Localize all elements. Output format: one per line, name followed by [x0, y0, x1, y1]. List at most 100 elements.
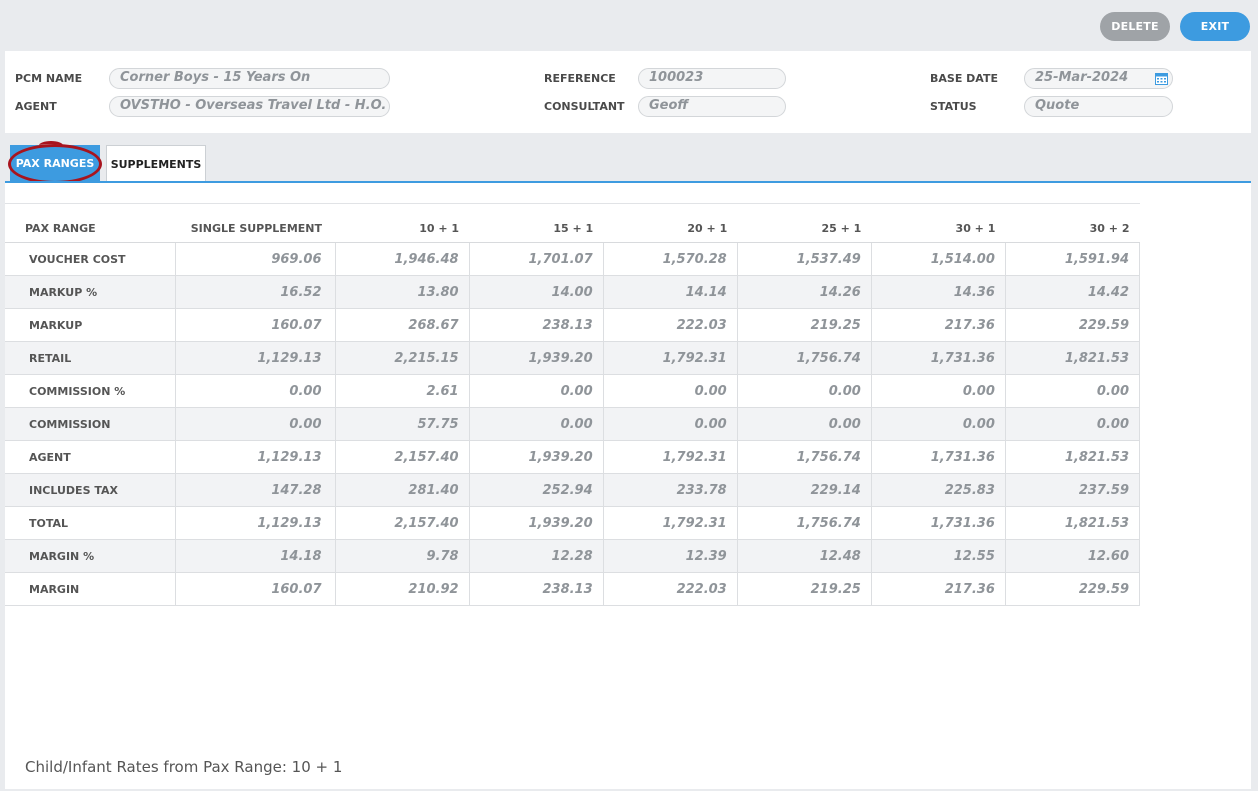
agent-field[interactable]: OVSTHO - Overseas Travel Ltd - H.O. [109, 96, 390, 117]
table-cell[interactable]: 217.36 [871, 572, 1006, 606]
table-cell[interactable]: 1,129.13 [175, 341, 336, 375]
table-cell[interactable]: 1,129.13 [175, 506, 336, 540]
tab-pax-ranges[interactable]: PAX RANGES [10, 145, 100, 182]
table-cell[interactable]: 1,792.31 [603, 440, 738, 474]
table-cell[interactable]: 1,946.48 [335, 242, 470, 276]
table-cell[interactable]: 147.28 [175, 473, 336, 507]
column-header: 25 + 1 [737, 203, 872, 243]
table-cell[interactable]: 57.75 [335, 407, 470, 441]
table-cell[interactable]: 222.03 [603, 308, 738, 342]
table-cell[interactable]: 0.00 [1005, 374, 1141, 408]
table-cell[interactable]: 1,731.36 [871, 506, 1006, 540]
table-cell[interactable]: 229.59 [1005, 308, 1141, 342]
table-cell[interactable]: 1,537.49 [737, 242, 872, 276]
table-row: VOUCHER COST 969.06 1,946.48 1,701.07 1,570.… [5, 242, 1141, 276]
table-row: AGENT 1,129.13 2,157.40 1,939.20 1,792.31 1,7… [5, 440, 1141, 474]
table-cell[interactable]: 16.52 [175, 275, 336, 309]
table-cell[interactable]: 9.78 [335, 539, 470, 573]
table-cell[interactable]: 1,939.20 [469, 440, 604, 474]
table-cell[interactable]: 0.00 [871, 407, 1006, 441]
table-cell[interactable]: 13.80 [335, 275, 470, 309]
table-cell[interactable]: 14.00 [469, 275, 604, 309]
table-cell[interactable]: 14.36 [871, 275, 1006, 309]
table-cell[interactable]: 229.59 [1005, 572, 1141, 606]
table-cell[interactable]: 14.14 [603, 275, 738, 309]
table-cell[interactable]: 0.00 [1005, 407, 1141, 441]
table-cell[interactable]: 1,792.31 [603, 341, 738, 375]
table-cell[interactable]: 12.48 [737, 539, 872, 573]
table-cell[interactable]: 1,701.07 [469, 242, 604, 276]
column-header: SINGLE SUPPLEMENT [175, 203, 335, 243]
table-cell[interactable]: 0.00 [603, 407, 738, 441]
table-cell[interactable]: 1,570.28 [603, 242, 738, 276]
table-cell[interactable]: 237.59 [1005, 473, 1141, 507]
table-cell[interactable]: 238.13 [469, 572, 604, 606]
status-field[interactable]: Quote [1024, 96, 1173, 117]
table-cell[interactable]: 1,939.20 [469, 341, 604, 375]
table-cell[interactable]: 281.40 [335, 473, 470, 507]
table-cell[interactable]: 160.07 [175, 572, 336, 606]
table-cell[interactable]: 1,756.74 [737, 506, 872, 540]
table-cell[interactable]: 229.14 [737, 473, 872, 507]
table-row: RETAIL 1,129.13 2,215.15 1,939.20 1,792.31 1,… [5, 341, 1141, 375]
table-cell[interactable]: 1,129.13 [175, 440, 336, 474]
table-cell[interactable]: 969.06 [175, 242, 336, 276]
delete-button[interactable]: DELETE [1100, 12, 1170, 41]
table-row: TOTAL 1,129.13 2,157.40 1,939.20 1,792.31 1,7… [5, 506, 1141, 540]
table-cell[interactable]: 1,939.20 [469, 506, 604, 540]
exit-button[interactable]: EXIT [1180, 12, 1250, 41]
table-cell[interactable]: 252.94 [469, 473, 604, 507]
column-header: 20 + 1 [603, 203, 738, 243]
consultant-field[interactable]: Geoff [638, 96, 786, 117]
row-label: COMMISSION % [5, 374, 176, 408]
table-cell[interactable]: 2,157.40 [335, 440, 470, 474]
table-cell[interactable]: 1,821.53 [1005, 506, 1141, 540]
table-cell[interactable]: 1,756.74 [737, 440, 872, 474]
table-cell[interactable]: 0.00 [603, 374, 738, 408]
table-cell[interactable]: 12.60 [1005, 539, 1141, 573]
tab-supplements[interactable]: SUPPLEMENTS [106, 145, 206, 182]
table-cell[interactable]: 0.00 [737, 374, 872, 408]
table-cell[interactable]: 160.07 [175, 308, 336, 342]
table-cell[interactable]: 225.83 [871, 473, 1006, 507]
table-row: MARGIN % 14.18 9.78 12.28 12.39 12.48 12.55 12.… [5, 539, 1141, 573]
pcm-name-field[interactable]: Corner Boys - 15 Years On [109, 68, 390, 89]
table-cell[interactable]: 0.00 [469, 407, 604, 441]
table-cell[interactable]: 217.36 [871, 308, 1006, 342]
table-cell[interactable]: 268.67 [335, 308, 470, 342]
table-cell[interactable]: 219.25 [737, 308, 872, 342]
table-cell[interactable]: 1,821.53 [1005, 440, 1141, 474]
row-label: AGENT [5, 440, 176, 474]
table-cell[interactable]: 1,731.36 [871, 440, 1006, 474]
table-cell[interactable]: 0.00 [871, 374, 1006, 408]
reference-field[interactable]: 100023 [638, 68, 786, 89]
table-row: COMMISSION % 0.00 2.61 0.00 0.00 0.00 0.00 0.00 [5, 374, 1141, 408]
table-cell[interactable]: 2.61 [335, 374, 470, 408]
table-cell[interactable]: 1,821.53 [1005, 341, 1141, 375]
table-cell[interactable]: 12.28 [469, 539, 604, 573]
pcm-name-label: PCM NAME [15, 72, 83, 85]
table-cell[interactable]: 0.00 [175, 407, 336, 441]
calendar-icon[interactable] [1155, 72, 1168, 85]
table-cell[interactable]: 233.78 [603, 473, 738, 507]
table-cell[interactable]: 1,731.36 [871, 341, 1006, 375]
table-cell[interactable]: 210.92 [335, 572, 470, 606]
table-cell[interactable]: 14.18 [175, 539, 336, 573]
table-cell[interactable]: 2,215.15 [335, 341, 470, 375]
table-cell[interactable]: 1,756.74 [737, 341, 872, 375]
table-cell[interactable]: 1,792.31 [603, 506, 738, 540]
base-date-field[interactable]: 25-Mar-2024 [1024, 68, 1173, 89]
table-cell[interactable]: 1,514.00 [871, 242, 1006, 276]
table-cell[interactable]: 0.00 [175, 374, 336, 408]
table-cell[interactable]: 1,591.94 [1005, 242, 1141, 276]
table-cell[interactable]: 12.55 [871, 539, 1006, 573]
table-cell[interactable]: 14.42 [1005, 275, 1141, 309]
table-cell[interactable]: 14.26 [737, 275, 872, 309]
table-cell[interactable]: 222.03 [603, 572, 738, 606]
table-cell[interactable]: 0.00 [737, 407, 872, 441]
table-cell[interactable]: 2,157.40 [335, 506, 470, 540]
table-cell[interactable]: 219.25 [737, 572, 872, 606]
table-cell[interactable]: 12.39 [603, 539, 738, 573]
table-cell[interactable]: 0.00 [469, 374, 604, 408]
table-cell[interactable]: 238.13 [469, 308, 604, 342]
